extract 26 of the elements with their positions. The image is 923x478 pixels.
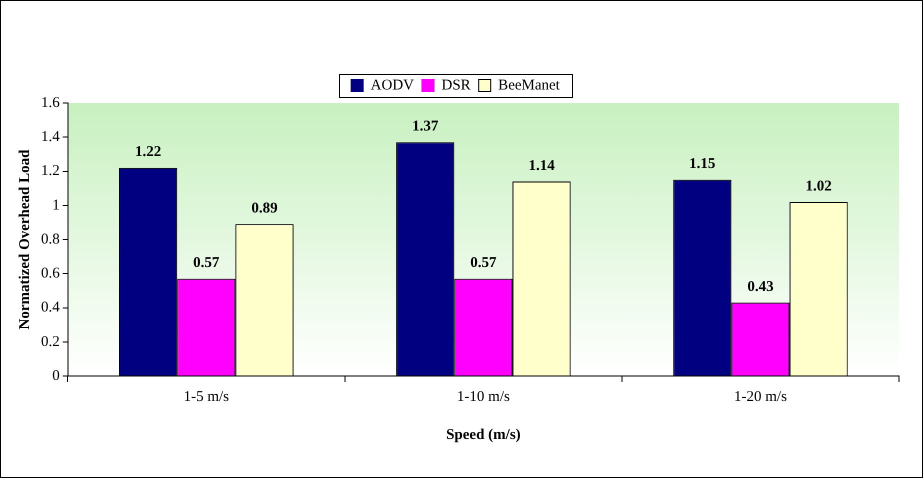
x-tick-label: 1-10 m/s xyxy=(456,388,510,405)
data-label: 1.22 xyxy=(134,144,162,160)
y-tick-label: 1.6 xyxy=(41,94,60,111)
legend-label: BeeManet xyxy=(498,77,561,94)
x-tick-label: 1-5 m/s xyxy=(184,388,230,405)
data-label: 1.15 xyxy=(689,156,716,172)
legend-label: DSR xyxy=(442,77,471,94)
y-tick-label: 0.6 xyxy=(41,266,60,282)
data-label: 0.43 xyxy=(747,279,774,296)
x-tick-label: 1-20 m/s xyxy=(734,388,788,405)
data-label: 0.57 xyxy=(193,255,220,272)
y-tick-label: 0.8 xyxy=(41,231,60,248)
data-label: 1.37 xyxy=(412,118,439,135)
legend-label: AODV xyxy=(370,77,414,94)
y-tick-label: 0.2 xyxy=(41,334,60,350)
y-tick-label: 1.2 xyxy=(41,163,60,180)
y-tick-label: 1.4 xyxy=(41,129,60,146)
y-axis-title: Normatized Overhead Load xyxy=(16,148,33,330)
y-tick-label: 1 xyxy=(52,197,60,214)
data-label: 1.14 xyxy=(528,158,556,174)
data-label: 0.57 xyxy=(470,255,497,272)
x-axis-title: Speed (m/s) xyxy=(446,426,521,443)
data-label: 0.89 xyxy=(251,200,278,217)
y-tick-label: 0.4 xyxy=(41,300,60,316)
y-tick-label: 0 xyxy=(52,368,60,384)
data-label: 1.02 xyxy=(806,178,832,194)
